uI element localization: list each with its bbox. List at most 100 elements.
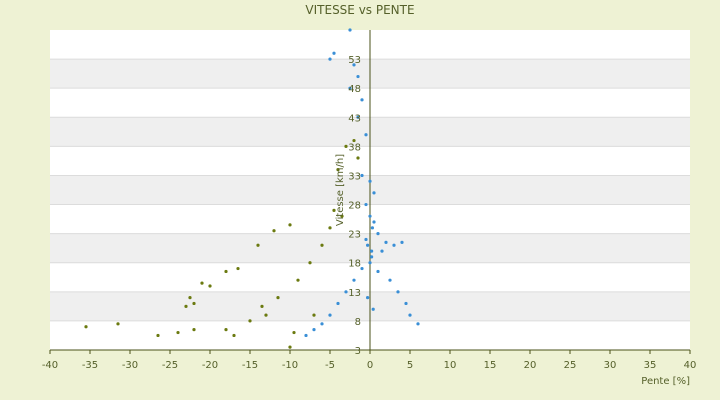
- data-point: [276, 296, 280, 300]
- data-point: [336, 301, 340, 306]
- data-point: [192, 328, 196, 332]
- y-tick-label: 18: [348, 259, 361, 270]
- data-points: [84, 28, 420, 349]
- x-tick-label: 5: [407, 360, 413, 371]
- data-point: [344, 144, 348, 148]
- data-point: [368, 179, 372, 183]
- data-point: [388, 278, 392, 282]
- data-point: [371, 307, 375, 311]
- data-point: [332, 51, 336, 55]
- y-tick-label: 48: [348, 84, 361, 95]
- data-point: [360, 266, 364, 271]
- data-point: [360, 98, 364, 102]
- data-point: [392, 243, 396, 247]
- data-point: [370, 255, 374, 259]
- data-point: [376, 269, 380, 274]
- data-point: [304, 333, 308, 338]
- y-tick-label: 23: [348, 230, 361, 241]
- y-tick-label: 43: [348, 113, 361, 124]
- y-tick-label: 28: [348, 201, 361, 212]
- x-tick-label: -20: [202, 360, 218, 371]
- y-tick-label: 33: [348, 171, 361, 182]
- data-point: [360, 173, 364, 178]
- data-point: [184, 304, 188, 308]
- x-tick-label: -40: [42, 360, 58, 371]
- data-point: [364, 202, 368, 207]
- data-point: [408, 313, 412, 317]
- data-point: [224, 269, 228, 274]
- data-point: [176, 330, 180, 335]
- x-tick-label: 35: [644, 360, 657, 371]
- data-point: [308, 261, 312, 265]
- data-point: [364, 133, 368, 137]
- data-point: [348, 28, 352, 32]
- data-point: [296, 278, 300, 282]
- x-tick-label: -25: [162, 360, 178, 371]
- x-tick-label: -35: [82, 360, 98, 371]
- data-point: [328, 57, 332, 61]
- data-point: [340, 214, 344, 218]
- data-point: [116, 322, 120, 326]
- y-tick-label: 13: [348, 288, 361, 299]
- data-point: [368, 214, 372, 218]
- y-tick-label: 53: [348, 55, 361, 66]
- data-point: [376, 232, 380, 236]
- x-tick-label: -5: [325, 360, 335, 371]
- data-point: [404, 301, 408, 306]
- x-tick-label: 20: [524, 360, 537, 371]
- data-point: [288, 345, 292, 349]
- data-point: [288, 223, 292, 227]
- data-point: [344, 290, 348, 294]
- data-point: [416, 322, 420, 326]
- data-point: [370, 226, 374, 230]
- data-point: [380, 249, 384, 253]
- y-tick-label: 38: [348, 142, 361, 153]
- y-axis-title: Vitesse [km/h]: [335, 154, 346, 226]
- data-point: [248, 319, 252, 323]
- x-axis-title: Pente [%]: [641, 376, 690, 387]
- x-tick-label: -10: [282, 360, 298, 371]
- data-point: [400, 240, 404, 244]
- data-point: [192, 301, 196, 306]
- data-point: [320, 322, 324, 326]
- data-point: [260, 304, 264, 308]
- x-tick-label: 15: [484, 360, 497, 371]
- x-tick-label: 0: [367, 360, 373, 371]
- data-point: [384, 240, 388, 244]
- y-tick-label: 8: [355, 317, 361, 328]
- data-point: [264, 313, 268, 317]
- data-point: [356, 156, 360, 160]
- y-tick-label: 3: [355, 346, 361, 357]
- data-point: [348, 86, 352, 90]
- x-tick-label: -15: [242, 360, 258, 371]
- data-point: [352, 278, 356, 282]
- x-tick-label: 10: [444, 360, 457, 371]
- data-point: [232, 333, 236, 338]
- x-tick-label: 30: [604, 360, 617, 371]
- data-point: [292, 330, 296, 335]
- data-point: [352, 63, 356, 67]
- data-point: [364, 237, 368, 242]
- data-point: [312, 313, 316, 317]
- data-point: [366, 296, 370, 300]
- data-point: [312, 328, 316, 332]
- data-point: [320, 243, 324, 247]
- data-point: [256, 243, 260, 247]
- data-point: [224, 328, 228, 332]
- data-point: [336, 168, 340, 172]
- data-point: [328, 313, 332, 317]
- x-tick-label: -30: [122, 360, 138, 371]
- x-tick-labels: -40 -35 -30 -25 -20 -15 -10 -5 0 5 10 15 20 25 30 35 40: [42, 350, 696, 371]
- data-point: [366, 243, 370, 247]
- data-point: [372, 191, 376, 195]
- data-point: [236, 266, 240, 271]
- data-point: [272, 229, 276, 233]
- data-point: [368, 261, 372, 265]
- x-tick-label: 25: [564, 360, 577, 371]
- data-point: [188, 296, 192, 300]
- data-point: [200, 281, 204, 285]
- data-point: [396, 290, 400, 294]
- data-point: [370, 249, 374, 253]
